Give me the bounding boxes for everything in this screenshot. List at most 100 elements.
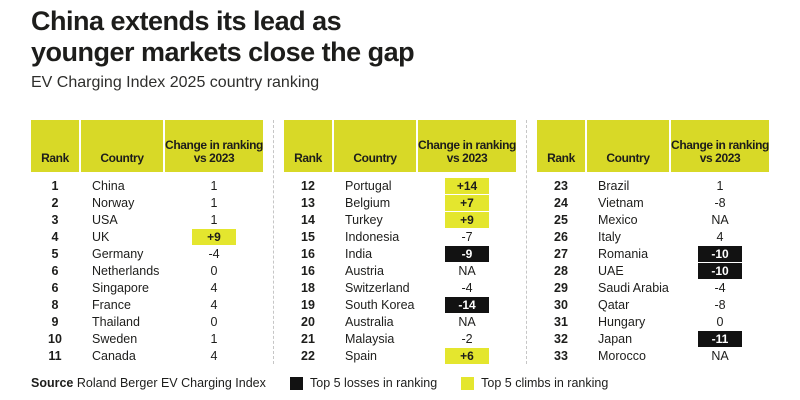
change-cell: -9 <box>418 245 516 262</box>
table-row: 10 Sweden 1 <box>31 330 263 347</box>
change-cell: -11 <box>671 330 769 347</box>
country-cell: India <box>345 246 373 261</box>
change-cell: 1 <box>210 178 218 193</box>
change-cell: +14 <box>418 177 516 194</box>
table-row: 28 UAE -10 <box>537 262 769 279</box>
table-row: 25 Mexico NA <box>537 211 769 228</box>
climb-highlight-chip: +7 <box>445 194 489 211</box>
column-header-country: Country <box>587 120 669 172</box>
country-cell: Singapore <box>92 280 149 295</box>
column-header-rank: Rank <box>284 120 332 172</box>
change-cell: -10 <box>671 262 769 279</box>
loss-highlight-chip: -10 <box>698 245 742 262</box>
page-title-line2: younger markets close the gap <box>31 37 415 67</box>
country-cell: Mexico <box>598 212 638 227</box>
table-row: 14 Turkey +9 <box>284 211 516 228</box>
table-body: 23 Brazil 1 24 Vietnam -8 25 Mexico NA 26 Italy 4 27… <box>537 177 769 364</box>
rank-cell: 5 <box>51 246 59 261</box>
change-cell: 4 <box>210 297 218 312</box>
table-body: 12 Portugal +14 13 Belgium +7 14 Turkey +9 15 Indo… <box>284 177 516 364</box>
column-header-change: Change in ranking vs 2023 <box>671 120 769 172</box>
rank-cell: 28 <box>554 263 568 278</box>
column-header-rank: Rank <box>31 120 79 172</box>
country-cell: Germany <box>92 246 144 261</box>
table-row: 6 Netherlands 0 <box>31 262 263 279</box>
country-cell: Italy <box>598 229 621 244</box>
rank-cell: 16 <box>301 263 315 278</box>
rank-cell: 9 <box>51 314 59 329</box>
table-row: 29 Saudi Arabia -4 <box>537 279 769 296</box>
table-row: 9 Thailand 0 <box>31 313 263 330</box>
table-row: 21 Malaysia -2 <box>284 330 516 347</box>
panel-divider <box>273 120 274 364</box>
change-cell: +6 <box>418 347 516 364</box>
change-cell: NA <box>458 314 476 329</box>
country-cell: Netherlands <box>92 263 160 278</box>
change-cell: -2 <box>461 331 473 346</box>
loss-highlight-chip: -14 <box>445 296 489 313</box>
country-cell: Romania <box>598 246 649 261</box>
country-cell: UAE <box>598 263 624 278</box>
table-row: 33 Morocco NA <box>537 347 769 364</box>
rank-cell: 15 <box>301 229 315 244</box>
table-header-row: Rank Country Change in ranking vs 2023 <box>31 120 263 172</box>
legend-label-losses: Top 5 losses in ranking <box>310 376 438 390</box>
change-cell: NA <box>711 348 729 363</box>
table-row: 6 Singapore 4 <box>31 279 263 296</box>
rank-cell: 32 <box>554 331 568 346</box>
table-row: 27 Romania -10 <box>537 245 769 262</box>
table-row: 23 Brazil 1 <box>537 177 769 194</box>
change-cell: -7 <box>461 229 473 244</box>
change-cell: -14 <box>418 296 516 313</box>
ranking-table-panel-2: Rank Country Change in ranking vs 2023 1… <box>284 120 516 364</box>
change-cell: 0 <box>716 314 724 329</box>
change-cell: 1 <box>210 212 218 227</box>
rank-cell: 24 <box>554 195 568 210</box>
country-cell: South Korea <box>345 297 415 312</box>
change-cell: -4 <box>461 280 473 295</box>
column-header-country: Country <box>81 120 163 172</box>
table-row: 2 Norway 1 <box>31 194 263 211</box>
table-row: 30 Qatar -8 <box>537 296 769 313</box>
table-row: 26 Italy 4 <box>537 228 769 245</box>
country-cell: Qatar <box>598 297 630 312</box>
country-cell: Morocco <box>598 348 646 363</box>
change-cell: 0 <box>210 314 218 329</box>
country-cell: Saudi Arabia <box>598 280 669 295</box>
country-cell: UK <box>92 229 110 244</box>
table-body: 1 China 1 2 Norway 1 3 USA 1 4 UK +9 5 Germany -4 6 Neth… <box>31 177 263 364</box>
rank-cell: 33 <box>554 348 568 363</box>
country-cell: Indonesia <box>345 229 400 244</box>
country-cell: Spain <box>345 348 377 363</box>
change-cell: -10 <box>671 245 769 262</box>
country-cell: Vietnam <box>598 195 644 210</box>
table-row: 3 USA 1 <box>31 211 263 228</box>
rank-cell: 25 <box>554 212 568 227</box>
rank-cell: 2 <box>51 195 59 210</box>
country-cell: Sweden <box>92 331 138 346</box>
table-row: 11 Canada 4 <box>31 347 263 364</box>
rank-cell: 6 <box>51 280 59 295</box>
change-cell: 1 <box>210 331 218 346</box>
rank-cell: 16 <box>301 246 315 261</box>
table-header-row: Rank Country Change in ranking vs 2023 <box>284 120 516 172</box>
country-cell: France <box>92 297 131 312</box>
country-cell: Brazil <box>598 178 630 193</box>
table-row: 20 Australia NA <box>284 313 516 330</box>
country-cell: China <box>92 178 125 193</box>
ranking-tables: Rank Country Change in ranking vs 2023 1… <box>31 120 769 364</box>
change-cell: 1 <box>716 178 724 193</box>
rank-cell: 19 <box>301 297 315 312</box>
change-cell: 0 <box>210 263 218 278</box>
country-cell: Australia <box>345 314 394 329</box>
table-row: 5 Germany -4 <box>31 245 263 262</box>
rank-cell: 8 <box>51 297 59 312</box>
table-row: 16 India -9 <box>284 245 516 262</box>
country-cell: USA <box>92 212 118 227</box>
rank-cell: 3 <box>51 212 59 227</box>
change-cell: -4 <box>208 246 220 261</box>
loss-highlight-chip: -11 <box>698 330 742 347</box>
table-row: 32 Japan -11 <box>537 330 769 347</box>
page-title-line1: China extends its lead as <box>31 6 342 36</box>
country-cell: Switzerland <box>345 280 410 295</box>
